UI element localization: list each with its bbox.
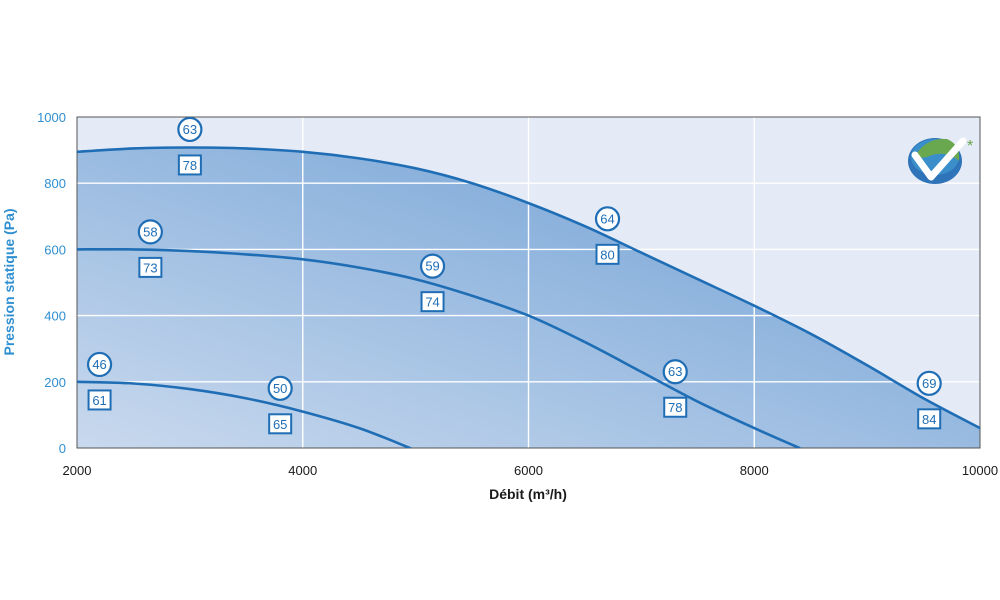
box-marker (595, 243, 620, 265)
fan-curve-3 (77, 380, 412, 448)
y-tick-label: 600 (44, 242, 66, 257)
curve-label: 63 78 (662, 359, 688, 418)
x-tick-label: 2000 (63, 463, 92, 478)
box-value-label: 61 (92, 393, 106, 408)
box-value-label: 73 (143, 260, 157, 275)
box-marker (87, 389, 112, 411)
plot-frame (76, 116, 981, 449)
circle-value-label: 58 (143, 224, 157, 239)
circle-marker (86, 351, 113, 378)
box-marker (420, 291, 445, 313)
fan-curve-1 (77, 146, 980, 430)
fan-curve-2 (77, 247, 801, 448)
box-value-label: 78 (183, 158, 197, 173)
x-tick-label: 8000 (740, 463, 769, 478)
box-value-label: 84 (922, 412, 936, 427)
circle-value-label: 46 (92, 357, 106, 372)
logo-asterisk: * (967, 138, 973, 155)
curve-label: 46 61 (86, 351, 113, 411)
circle-marker (419, 253, 446, 279)
box-marker (663, 396, 688, 418)
x-axis-title: Débit (m³/h) (489, 486, 567, 502)
box-marker (268, 413, 293, 435)
circle-marker (916, 370, 942, 396)
circle-marker (662, 359, 688, 385)
x-tick-label: 4000 (288, 463, 317, 478)
circle-marker (137, 219, 163, 245)
curve-label: 64 80 (594, 206, 621, 265)
circle-value-label: 69 (922, 376, 936, 391)
box-marker (177, 154, 202, 176)
y-tick-label: 800 (44, 176, 66, 191)
curve-label: 50 65 (267, 375, 293, 435)
circle-value-label: 63 (183, 122, 197, 137)
y-tick-label: 1000 (37, 110, 66, 125)
circle-marker (177, 116, 203, 143)
curve-label: 59 74 (419, 253, 446, 313)
curve-label: 69 84 (916, 370, 942, 430)
circle-marker (267, 375, 293, 401)
box-marker (917, 408, 942, 430)
checkmark-globe-icon: * (908, 137, 973, 184)
circle-marker (594, 206, 621, 232)
curve-label: 63 78 (177, 116, 203, 176)
curve-label: 58 73 (137, 219, 163, 278)
y-tick-label: 200 (44, 375, 66, 390)
y-tick-label: 0 (59, 441, 66, 456)
circle-value-label: 50 (273, 381, 287, 396)
y-axis-title: Pression statique (Pa) (1, 208, 17, 355)
box-value-label: 74 (425, 295, 439, 310)
box-value-label: 65 (273, 417, 287, 432)
box-marker (138, 256, 163, 278)
circle-value-label: 63 (668, 364, 682, 379)
x-tick-label: 6000 (514, 463, 543, 478)
box-value-label: 78 (668, 400, 682, 415)
circle-value-label: 64 (600, 211, 614, 226)
box-value-label: 80 (600, 247, 614, 262)
circle-value-label: 59 (425, 259, 439, 274)
y-tick-label: 400 (44, 309, 66, 324)
x-tick-label: 10000 (962, 463, 998, 478)
